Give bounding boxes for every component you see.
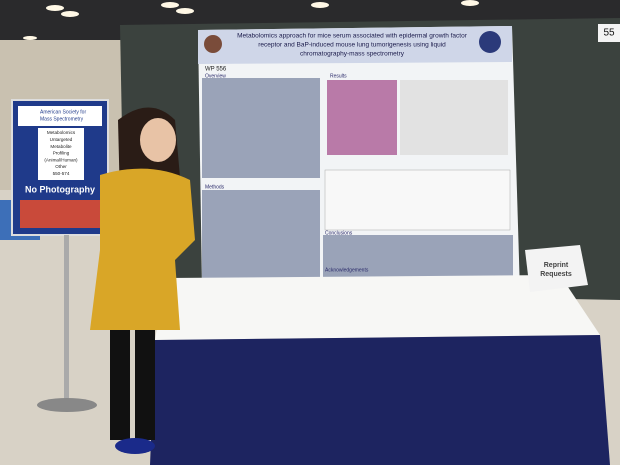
poster-section: Conclusions — [325, 230, 353, 236]
poster-section: Results — [330, 73, 347, 79]
poster-id: WP 556 — [205, 67, 227, 73]
logo — [479, 31, 501, 53]
logo — [204, 35, 222, 53]
tissue-image — [327, 80, 397, 155]
table-top — [155, 275, 600, 340]
ceiling-lights — [23, 0, 479, 44]
reprint-label: Requests — [540, 271, 572, 278]
poster-title: chromatography-mass spectrometry — [300, 51, 405, 58]
poster-title: receptor and BaP-induced mouse lung tumo… — [258, 42, 446, 49]
board-tag — [598, 24, 620, 42]
sign-topic: (Animal/Human) — [44, 157, 78, 162]
table-skirt — [150, 335, 610, 465]
sign-topic: 550-574 — [53, 171, 70, 176]
poster-section: Acknowledgements — [325, 267, 369, 273]
sign-topic: Metabolomics — [47, 130, 76, 135]
poster-section: Overview — [205, 73, 226, 79]
sign-organization: American Society for — [40, 109, 86, 115]
poster-header — [198, 26, 512, 64]
sign-organization: Mass Spectrometry — [40, 116, 84, 122]
sign-topic: Other — [55, 164, 67, 169]
person — [90, 107, 195, 454]
sign-image — [20, 200, 100, 228]
spectra-image — [400, 80, 508, 155]
sign-notice: No Photography — [25, 184, 95, 194]
stanchion-base — [37, 398, 97, 412]
reprint-label: Reprint — [544, 262, 569, 269]
sign-topic: Untargeted — [50, 137, 73, 142]
sign-card — [38, 128, 84, 180]
poster-section: Methods — [205, 184, 225, 190]
bar-plots — [324, 169, 511, 231]
sign-topic: Metabolite — [50, 144, 72, 149]
board-number: 55 — [603, 28, 615, 39]
reprint-envelope — [525, 245, 588, 292]
poster-title: Metabolomics approach for mice serum ass… — [237, 33, 468, 40]
sign-header — [18, 106, 102, 126]
sign-topic: Profiling — [53, 151, 70, 156]
poster-text-blocks — [202, 78, 513, 285]
stanchion — [64, 235, 69, 405]
